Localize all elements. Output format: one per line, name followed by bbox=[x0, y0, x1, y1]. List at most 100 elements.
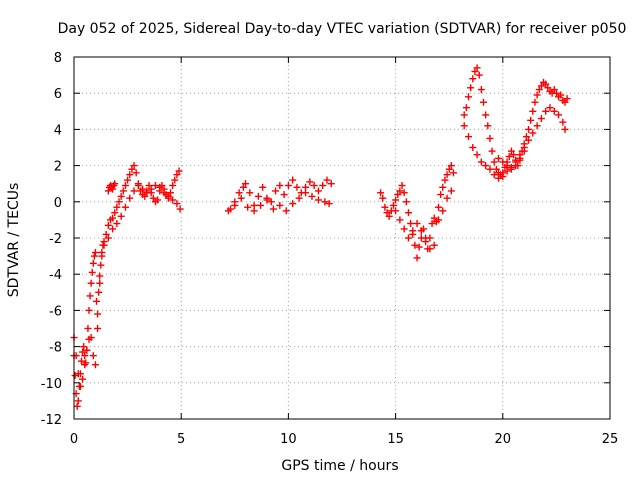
data-point bbox=[533, 91, 541, 99]
data-point bbox=[537, 82, 545, 90]
data-point bbox=[231, 201, 239, 209]
data-point bbox=[381, 203, 389, 211]
data-point bbox=[486, 165, 494, 173]
data-point bbox=[400, 225, 408, 233]
data-point bbox=[400, 189, 408, 197]
data-point bbox=[426, 245, 434, 253]
x-tick-label: 20 bbox=[495, 432, 512, 447]
data-point bbox=[145, 182, 153, 190]
data-point bbox=[522, 133, 530, 141]
data-point bbox=[555, 111, 563, 119]
y-axis-label: SDTVAR / TECUs bbox=[6, 183, 22, 298]
data-point bbox=[475, 71, 483, 79]
data-point bbox=[484, 122, 492, 130]
data-point bbox=[464, 93, 472, 101]
data-point bbox=[79, 375, 87, 383]
data-point bbox=[104, 187, 112, 195]
data-point bbox=[272, 187, 280, 195]
data-point bbox=[542, 107, 550, 115]
data-point bbox=[104, 234, 112, 242]
data-point bbox=[130, 187, 138, 195]
data-point bbox=[74, 397, 82, 405]
data-point bbox=[284, 182, 292, 190]
data-point bbox=[308, 192, 316, 200]
data-point bbox=[314, 196, 322, 204]
data-point bbox=[323, 176, 331, 184]
data-point bbox=[257, 201, 265, 209]
data-point bbox=[422, 234, 430, 242]
data-point bbox=[104, 221, 112, 229]
data-point bbox=[490, 158, 498, 166]
data-point bbox=[559, 118, 567, 126]
data-point bbox=[86, 292, 94, 300]
data-point bbox=[531, 98, 539, 106]
x-tick-label: 5 bbox=[177, 432, 185, 447]
data-point bbox=[94, 325, 102, 332]
data-point bbox=[321, 198, 329, 206]
data-point bbox=[98, 252, 106, 260]
data-point bbox=[529, 129, 537, 137]
data-point bbox=[166, 189, 174, 197]
data-point bbox=[428, 220, 436, 228]
data-point bbox=[254, 192, 262, 200]
data-point bbox=[325, 200, 333, 208]
data-point bbox=[263, 196, 271, 204]
y-tick-label: -6 bbox=[49, 304, 62, 319]
data-point bbox=[477, 86, 485, 94]
data-point bbox=[134, 182, 142, 190]
data-point bbox=[289, 176, 297, 184]
data-point bbox=[430, 241, 438, 249]
data-point bbox=[282, 207, 290, 215]
data-point bbox=[507, 147, 515, 155]
data-point bbox=[394, 191, 402, 199]
data-point bbox=[121, 203, 129, 211]
data-point bbox=[482, 162, 490, 170]
data-point bbox=[490, 171, 498, 179]
data-point bbox=[503, 162, 511, 170]
x-tick-label: 10 bbox=[280, 432, 297, 447]
data-point bbox=[486, 134, 494, 142]
data-point bbox=[93, 297, 101, 305]
data-point bbox=[81, 352, 89, 360]
data-point bbox=[469, 75, 477, 83]
data-point bbox=[91, 361, 99, 369]
data-point bbox=[80, 343, 88, 351]
data-point bbox=[392, 207, 400, 215]
data-point bbox=[550, 107, 558, 115]
data-point bbox=[89, 259, 97, 267]
data-point bbox=[124, 176, 132, 184]
data-point bbox=[176, 205, 184, 213]
data-point bbox=[302, 189, 310, 197]
data-point bbox=[413, 254, 421, 262]
data-point bbox=[480, 98, 488, 106]
data-point bbox=[250, 207, 258, 215]
y-tick-label: -12 bbox=[41, 413, 62, 428]
data-point bbox=[439, 207, 447, 215]
data-point bbox=[94, 310, 102, 318]
data-point bbox=[109, 185, 117, 193]
data-point bbox=[396, 187, 404, 195]
data-point bbox=[525, 136, 533, 144]
data-point bbox=[415, 243, 423, 251]
data-point bbox=[460, 122, 468, 130]
data-point bbox=[154, 196, 162, 204]
data-point bbox=[117, 192, 125, 200]
data-point bbox=[87, 279, 95, 287]
data-point bbox=[482, 111, 490, 119]
data-point bbox=[169, 196, 177, 204]
data-point bbox=[447, 162, 455, 170]
data-point bbox=[242, 180, 250, 188]
data-point bbox=[537, 115, 545, 123]
x-axis-label: GPS time / hours bbox=[281, 458, 398, 474]
data-point bbox=[100, 241, 108, 249]
data-point bbox=[392, 196, 400, 204]
data-point bbox=[109, 225, 117, 233]
data-point bbox=[512, 162, 520, 170]
data-point bbox=[464, 133, 472, 141]
data-point bbox=[516, 154, 524, 162]
data-point bbox=[430, 214, 438, 222]
data-point bbox=[495, 154, 503, 162]
y-tick-label: 4 bbox=[54, 123, 62, 138]
data-point bbox=[259, 183, 267, 191]
